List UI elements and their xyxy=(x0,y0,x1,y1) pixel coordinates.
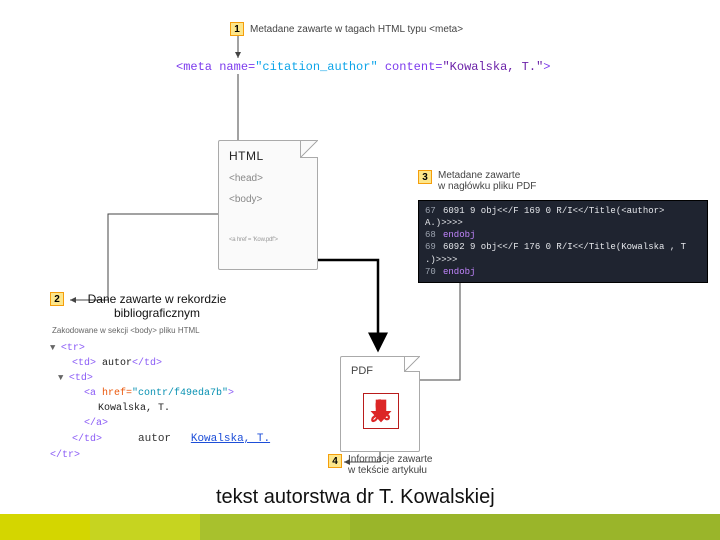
pdf-file-icon: PDF xyxy=(340,356,420,452)
callout-2-num: 2 xyxy=(50,292,64,306)
callout-4-l2: w tekście artykułu xyxy=(348,465,432,476)
bib-r4d: > xyxy=(228,388,234,399)
bib-code: ▼ <tr> <td> autor</td> ▼ <td> <a href="c… xyxy=(50,341,270,463)
callout-1: 1 Metadane zawarte w tagach HTML typu <m… xyxy=(230,22,463,36)
bib-r4b: href= xyxy=(102,388,132,399)
bib-r3: <td> xyxy=(69,373,93,384)
callout-3: 3 Metadane zawarte w nagłówku pliku PDF xyxy=(418,170,536,192)
html-file-title: HTML xyxy=(229,149,307,163)
bottom-caption: tekst autorstwa dr T. Kowalskiej xyxy=(216,486,495,509)
html-file-icon: HTML <head> <body> <a href = 'Kow.pdf'> xyxy=(218,140,318,270)
meta-a2v: "Kowalska, T." xyxy=(442,60,543,74)
callout-4-l1: Informacje zawarte xyxy=(348,454,432,465)
bib-r2a: <td> xyxy=(72,358,96,369)
callout-3-l2: w nagłówku pliku PDF xyxy=(438,181,536,192)
html-file-head: <head> xyxy=(229,173,307,184)
pdf-label: PDF xyxy=(351,365,373,377)
meta-code-line: <meta name="citation_author" content="Ko… xyxy=(176,60,551,74)
meta-close: > xyxy=(543,60,550,74)
html-file-tiny: <a href = 'Kow.pdf'> xyxy=(229,237,278,243)
bib-rendered-link: Kowalska, T. xyxy=(191,433,270,445)
bib-r4c: "contr/f49eda7b" xyxy=(132,388,228,399)
callout-1-label: Metadane zawarte w tagach HTML typu <met… xyxy=(250,24,463,35)
callout-4: 4 Informacje zawarte w tekście artykułu xyxy=(328,454,432,476)
footer-bar xyxy=(0,514,720,540)
dc-ln1: 67 xyxy=(425,205,443,217)
bib-r6: </a> xyxy=(84,418,108,429)
bib-r8: </tr> xyxy=(50,450,80,461)
pdf-logo-icon xyxy=(363,393,399,429)
dc-t3: 6092 9 obj<</F 176 0 R/I<</Title(Kowalsk… xyxy=(425,242,686,264)
html-file-body: <body> xyxy=(229,194,307,205)
callout-2-title: Dane zawarte w rekordzie bibliograficzny… xyxy=(72,292,242,320)
meta-a2n: content= xyxy=(378,60,443,74)
bib-r7: </td> xyxy=(72,434,102,445)
callout-3-num: 3 xyxy=(418,170,432,184)
dc-t4: endobj xyxy=(443,267,475,277)
meta-a1n: name= xyxy=(219,60,255,74)
dc-ln3: 69 xyxy=(425,241,443,253)
dc-ln4: 70 xyxy=(425,266,443,278)
callout-2-block: 2 Dane zawarte w rekordzie bibliograficz… xyxy=(50,292,270,463)
callout-4-num: 4 xyxy=(328,454,342,468)
dc-t2: endobj xyxy=(443,230,475,240)
pdf-header-code: 676091 9 obj<</F 169 0 R/I<</Title(<auth… xyxy=(418,200,708,283)
bib-r2c: </td> xyxy=(132,358,162,369)
callout-3-l1: Metadane zawarte xyxy=(438,170,536,181)
callout-2-sub: Zakodowane w sekcji <body> pliku HTML xyxy=(52,326,270,335)
bib-r5: Kowalska, T. xyxy=(98,403,170,414)
bib-r2b: autor xyxy=(102,358,132,369)
meta-open: <meta xyxy=(176,60,219,74)
bib-r4a: <a xyxy=(84,388,102,399)
bib-rendered-label: autor xyxy=(138,433,171,445)
dc-t1: 6091 9 obj<</F 169 0 R/I<</Title(<author… xyxy=(425,206,664,228)
dog-ear-icon xyxy=(404,356,420,372)
callout-1-num: 1 xyxy=(230,22,244,36)
bib-r1: <tr> xyxy=(61,343,85,354)
meta-a1v: "citation_author" xyxy=(255,60,377,74)
dc-ln2: 68 xyxy=(425,229,443,241)
dog-ear-icon xyxy=(300,140,318,158)
